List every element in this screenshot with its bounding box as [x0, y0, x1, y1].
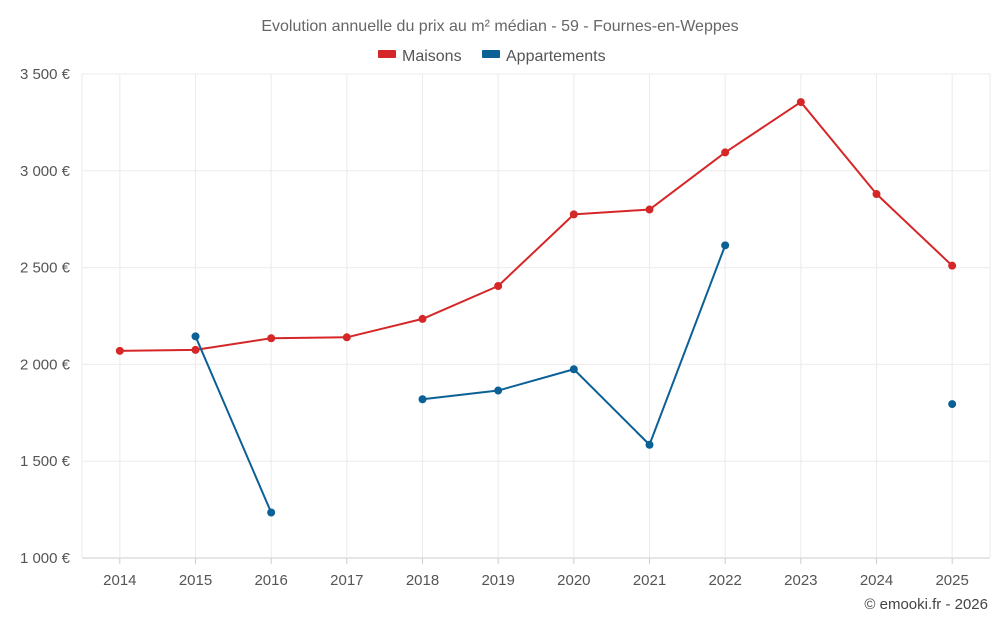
series-appartements	[191, 241, 957, 517]
legend-item-maisons[interactable]: Maisons	[378, 48, 462, 65]
series-maisons	[115, 98, 957, 355]
y-axis: 1 000 € 1 500 € 2 000 € 2 500 € 3 000 € 3 500…	[20, 66, 71, 567]
legend-label-appartements: Appartements	[506, 48, 606, 65]
data-point-appartements-2022[interactable]	[721, 241, 730, 250]
x-tick-label: 2015	[179, 572, 212, 589]
y-tick-label: 3 000 €	[20, 163, 71, 180]
y-tick-label: 2 500 €	[20, 260, 71, 277]
data-point-maisons-2017[interactable]	[342, 333, 351, 342]
x-tick-label: 2020	[557, 572, 590, 589]
data-point-maisons-2014[interactable]	[115, 346, 124, 355]
legend-item-appartements[interactable]: Appartements	[482, 48, 606, 65]
data-point-maisons-2016[interactable]	[267, 334, 276, 343]
data-point-maisons-2015[interactable]	[191, 345, 200, 354]
data-point-maisons-2023[interactable]	[796, 98, 805, 107]
y-tick-label: 1 000 €	[20, 550, 71, 567]
data-point-appartements-2019[interactable]	[494, 386, 503, 395]
data-point-maisons-2021[interactable]	[645, 205, 654, 214]
data-point-maisons-2024[interactable]	[872, 190, 881, 199]
x-tick-label: 2022	[708, 572, 741, 589]
legend[interactable]: Maisons Appartements	[378, 48, 606, 65]
data-point-appartements-2016[interactable]	[267, 508, 276, 517]
data-point-maisons-2025[interactable]	[948, 261, 957, 270]
x-tick-label: 2014	[103, 572, 136, 589]
data-point-maisons-2019[interactable]	[494, 281, 503, 290]
y-tick-label: 3 500 €	[20, 66, 71, 83]
chart-title: Evolution annuelle du prix au m² médian …	[261, 18, 738, 35]
gridlines	[81, 73, 991, 559]
y-tick-label: 2 000 €	[20, 356, 71, 373]
y-tick-label: 1 500 €	[20, 453, 71, 470]
legend-swatch-maisons	[378, 50, 396, 58]
data-point-maisons-2022[interactable]	[721, 148, 730, 157]
credit-text: © emooki.fr - 2026	[864, 596, 988, 613]
data-point-appartements-2021[interactable]	[645, 440, 654, 449]
x-tick-label: 2017	[330, 572, 363, 589]
series-line-appartements	[194, 335, 273, 513]
x-tick-label: 2019	[481, 572, 514, 589]
series-line-maisons	[119, 101, 953, 352]
data-point-appartements-2020[interactable]	[569, 365, 578, 374]
legend-label-maisons: Maisons	[402, 48, 462, 65]
x-tick-label: 2025	[935, 572, 968, 589]
x-axis: 2014 2015 2016 2017 2018 2019 2020 2021 2022 2023…	[103, 558, 969, 589]
x-tick-label: 2018	[406, 572, 439, 589]
data-point-maisons-2020[interactable]	[569, 210, 578, 219]
data-point-appartements-2018[interactable]	[418, 395, 427, 404]
legend-swatch-appartements	[482, 50, 500, 58]
x-tick-label: 2016	[254, 572, 287, 589]
data-point-appartements-2025[interactable]	[948, 400, 957, 409]
series	[115, 98, 957, 517]
data-point-appartements-2015[interactable]	[191, 332, 200, 341]
data-point-maisons-2018[interactable]	[418, 314, 427, 323]
x-tick-label: 2021	[633, 572, 666, 589]
x-tick-label: 2023	[784, 572, 817, 589]
x-tick-label: 2024	[860, 572, 893, 589]
